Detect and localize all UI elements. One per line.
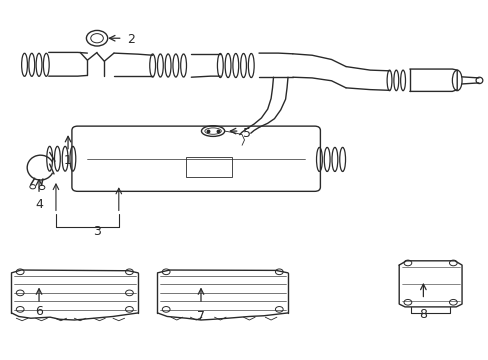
Text: 8: 8 [419,308,427,321]
Bar [186,157,232,177]
Text: 2: 2 [127,33,135,46]
Text: 5: 5 [243,127,250,140]
Text: 3: 3 [93,225,101,238]
Text: 1: 1 [64,154,72,167]
Text: 7: 7 [197,310,204,323]
Text: 6: 6 [35,305,43,318]
Text: 4: 4 [35,198,43,211]
